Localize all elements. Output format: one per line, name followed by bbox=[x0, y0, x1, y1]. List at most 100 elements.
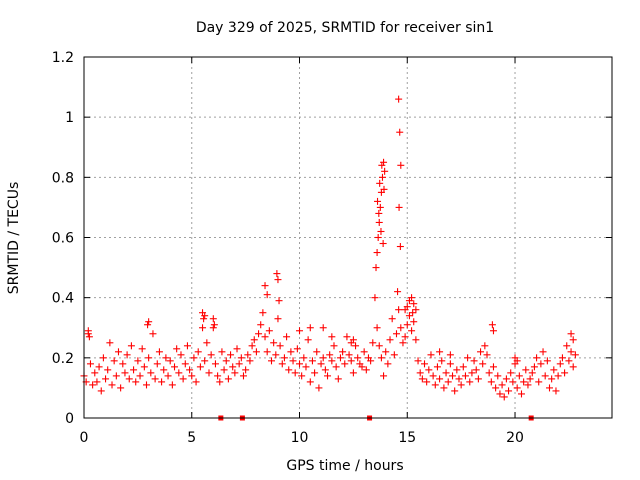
data-point bbox=[380, 185, 388, 193]
data-point bbox=[192, 378, 200, 386]
data-point bbox=[332, 363, 340, 371]
data-point bbox=[248, 342, 256, 350]
data-point bbox=[558, 354, 566, 362]
data-point bbox=[349, 369, 357, 377]
data-point bbox=[164, 372, 172, 380]
data-point bbox=[352, 342, 360, 350]
data-point bbox=[347, 357, 355, 365]
data-point bbox=[168, 381, 176, 389]
data-point bbox=[201, 312, 209, 320]
data-point bbox=[210, 321, 218, 329]
data-point bbox=[287, 348, 295, 356]
data-point bbox=[375, 218, 383, 226]
data-point bbox=[489, 363, 497, 371]
data-point bbox=[379, 240, 387, 248]
data-point bbox=[84, 327, 92, 335]
data-point bbox=[274, 276, 282, 284]
data-point bbox=[102, 375, 110, 383]
data-point bbox=[378, 173, 386, 181]
data-point bbox=[382, 348, 390, 356]
data-point bbox=[257, 321, 265, 329]
data-point bbox=[375, 342, 383, 350]
data-point bbox=[203, 339, 211, 347]
y-tick-label: 1 bbox=[65, 110, 74, 126]
data-point bbox=[421, 360, 429, 368]
data-point bbox=[261, 282, 269, 290]
data-point bbox=[283, 333, 291, 341]
data-point bbox=[117, 384, 125, 392]
data-point bbox=[114, 348, 122, 356]
data-point bbox=[211, 360, 219, 368]
data-point bbox=[362, 366, 370, 374]
x-tick-label: 15 bbox=[398, 430, 416, 446]
data-point bbox=[517, 390, 525, 398]
data-point bbox=[446, 351, 454, 359]
data-point bbox=[296, 327, 304, 335]
y-tick-label: 0.8 bbox=[52, 170, 74, 186]
data-point bbox=[488, 321, 496, 329]
data-point bbox=[489, 327, 497, 335]
data-point bbox=[328, 357, 336, 365]
data-point bbox=[298, 372, 306, 380]
data-point bbox=[209, 324, 217, 332]
data-point bbox=[571, 351, 579, 359]
data-point bbox=[412, 306, 420, 314]
data-point bbox=[526, 375, 534, 383]
data-point bbox=[276, 342, 284, 350]
data-point bbox=[442, 369, 450, 377]
data-point bbox=[373, 249, 381, 257]
data-point bbox=[410, 300, 418, 308]
data-point bbox=[235, 360, 243, 368]
data-point bbox=[548, 375, 556, 383]
data-point bbox=[339, 348, 347, 356]
data-point bbox=[498, 381, 506, 389]
data-point bbox=[140, 363, 148, 371]
data-point bbox=[311, 369, 319, 377]
data-point bbox=[429, 372, 437, 380]
data-point bbox=[374, 197, 382, 205]
data-point bbox=[384, 360, 392, 368]
data-point bbox=[334, 375, 342, 383]
data-point bbox=[386, 336, 394, 344]
data-point bbox=[396, 243, 404, 251]
data-point bbox=[410, 318, 418, 326]
data-point bbox=[367, 357, 375, 365]
data-point bbox=[396, 128, 404, 136]
data-point bbox=[401, 333, 409, 341]
data-point bbox=[306, 324, 314, 332]
data-point bbox=[539, 348, 547, 356]
data-point bbox=[121, 369, 129, 377]
data-point bbox=[285, 366, 293, 374]
data-point bbox=[481, 342, 489, 350]
data-point bbox=[468, 369, 476, 377]
data-point bbox=[550, 366, 558, 374]
data-point bbox=[328, 333, 336, 341]
data-point bbox=[106, 339, 114, 347]
data-point bbox=[455, 375, 463, 383]
data-point bbox=[145, 318, 153, 326]
data-point bbox=[85, 333, 93, 341]
data-point bbox=[414, 357, 422, 365]
data-point bbox=[567, 348, 575, 356]
data-point bbox=[315, 384, 323, 392]
data-point bbox=[505, 387, 513, 395]
data-point bbox=[378, 161, 386, 169]
data-point bbox=[453, 366, 461, 374]
data-point bbox=[177, 351, 185, 359]
data-point bbox=[438, 357, 446, 365]
data-point bbox=[395, 306, 403, 314]
data-point bbox=[502, 375, 510, 383]
data-point bbox=[186, 366, 194, 374]
data-point bbox=[388, 315, 396, 323]
data-point bbox=[229, 363, 237, 371]
data-point bbox=[444, 378, 452, 386]
data-point bbox=[416, 369, 424, 377]
data-point bbox=[381, 167, 389, 175]
data-point bbox=[272, 351, 280, 359]
data-point bbox=[528, 369, 536, 377]
data-point bbox=[341, 360, 349, 368]
y-tick-labels: 0 0.2 0.4 0.6 0.8 1 1.2 bbox=[52, 50, 74, 427]
data-point bbox=[487, 378, 495, 386]
data-point bbox=[321, 366, 329, 374]
data-point bbox=[561, 369, 569, 377]
